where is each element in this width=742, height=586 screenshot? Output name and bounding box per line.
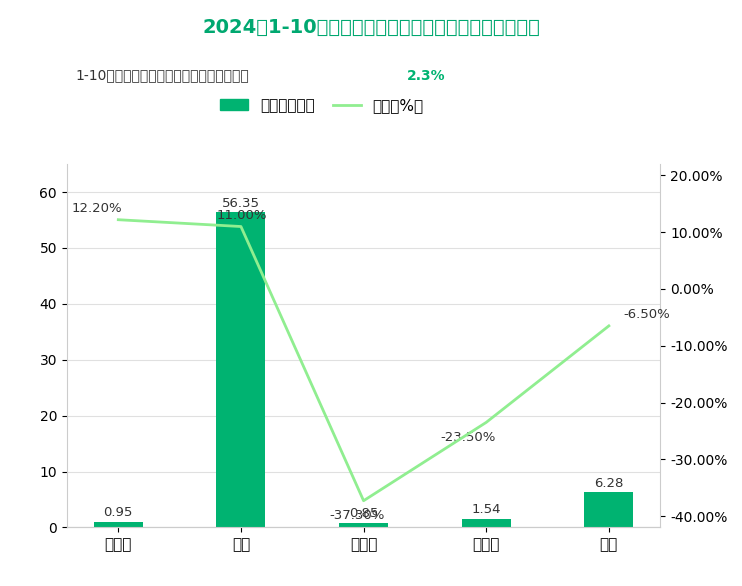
Bar — [93, 522, 142, 527]
Bar — [462, 519, 510, 527]
Text: 1.54: 1.54 — [471, 503, 501, 516]
Text: 11.00%: 11.00% — [217, 209, 267, 222]
Text: 12.20%: 12.20% — [72, 202, 122, 215]
Bar — [217, 213, 266, 527]
Text: -6.50%: -6.50% — [623, 308, 670, 321]
Text: 2.3%: 2.3% — [407, 69, 446, 83]
Bar — [339, 523, 388, 527]
Legend: 产量（万吨）, 增长（%）: 产量（万吨）, 增长（%） — [214, 92, 430, 119]
Bar — [585, 492, 634, 527]
Text: 0.95: 0.95 — [104, 506, 133, 519]
Text: 1-10月，全州规模以上工业增加值同比增长: 1-10月，全州规模以上工业增加值同比增长 — [76, 69, 249, 83]
Text: 6.28: 6.28 — [594, 476, 623, 489]
Text: -37.30%: -37.30% — [329, 509, 385, 522]
Text: 56.35: 56.35 — [222, 197, 260, 210]
Text: 0.85: 0.85 — [349, 507, 378, 520]
Text: -23.50%: -23.50% — [440, 431, 496, 444]
Text: 2024年1-10月甘孜州规模以上工业产品产量及增长情况: 2024年1-10月甘孜州规模以上工业产品产量及增长情况 — [202, 18, 540, 36]
